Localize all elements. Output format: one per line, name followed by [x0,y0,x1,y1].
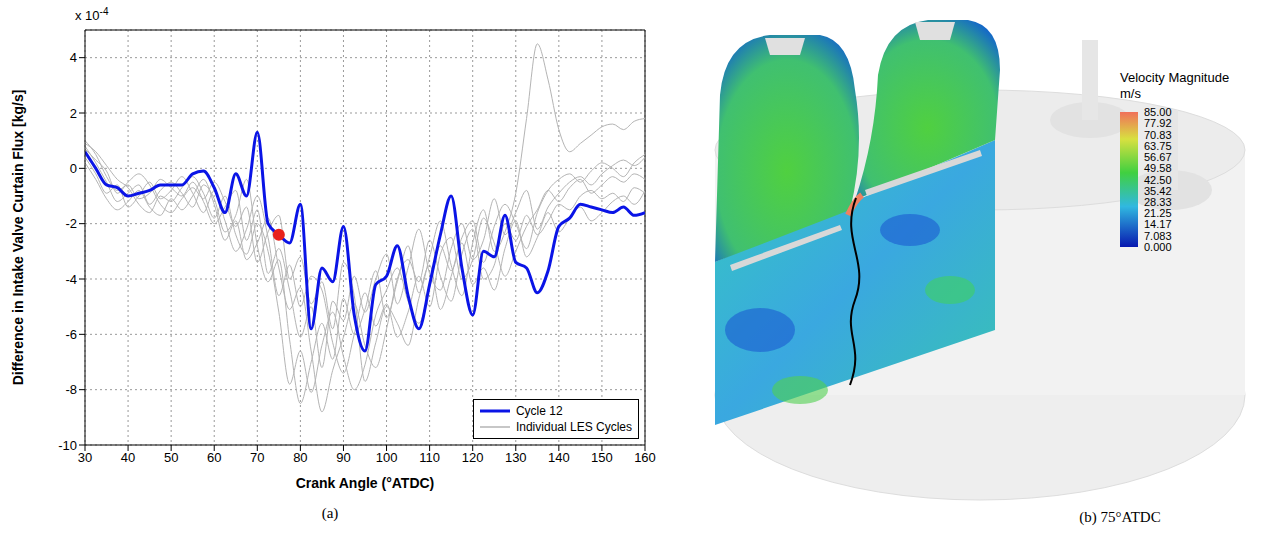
svg-text:35.42: 35.42 [1144,185,1172,197]
svg-text:m/s: m/s [1120,86,1141,101]
svg-text:160: 160 [634,450,656,465]
svg-text:Difference in Intake Valve Cur: Difference in Intake Valve Curtain Flux … [10,90,26,386]
svg-text:40: 40 [121,450,135,465]
svg-text:2: 2 [70,106,77,121]
svg-text:50: 50 [164,450,178,465]
svg-text:28.33: 28.33 [1144,196,1172,208]
svg-text:70: 70 [250,450,264,465]
svg-text:56.67: 56.67 [1144,151,1172,163]
svg-text:7.083: 7.083 [1144,230,1172,242]
svg-text:63.75: 63.75 [1144,140,1172,152]
svg-text:110: 110 [419,450,440,465]
html-text:Cycle 12: Cycle 12 [515,404,563,418]
html-text:x 10-4: x 10-4 [75,6,109,24]
svg-text:-6: -6 [65,327,77,342]
svg-text:100: 100 [376,450,398,465]
svg-text:(b) 75°ATDC: (b) 75°ATDC [1079,509,1160,526]
svg-text:77.92: 77.92 [1144,117,1172,129]
svg-text:0: 0 [70,161,77,176]
svg-text:60: 60 [207,450,221,465]
svg-text:90: 90 [336,450,350,465]
svg-text:Velocity Magnitude: Velocity Magnitude [1120,70,1229,85]
svg-text:21.25: 21.25 [1144,207,1172,219]
svg-text:-4: -4 [65,272,77,287]
svg-text:-2: -2 [65,216,77,231]
svg-text:Crank Angle (°ATDC): Crank Angle (°ATDC) [296,475,435,491]
html-text:Individual LES Cycles: Individual LES Cycles [515,420,632,434]
svg-text:49.58: 49.58 [1144,162,1172,174]
svg-text:14.17: 14.17 [1144,218,1172,230]
html-text:(a): (a) [321,505,339,521]
svg-text:30: 30 [78,450,92,465]
svg-text:70.83: 70.83 [1144,129,1172,141]
svg-text:-8: -8 [65,382,77,397]
svg-text:0.000: 0.000 [1144,241,1172,253]
svg-text:42.50: 42.50 [1144,174,1172,186]
svg-text:80: 80 [293,450,307,465]
svg-text:130: 130 [505,450,527,465]
svg-text:4: 4 [70,50,77,65]
svg-text:-10: -10 [58,438,77,453]
svg-text:150: 150 [591,450,613,465]
svg-text:140: 140 [548,450,570,465]
svg-text:85.00: 85.00 [1144,106,1172,118]
svg-text:120: 120 [462,450,484,465]
